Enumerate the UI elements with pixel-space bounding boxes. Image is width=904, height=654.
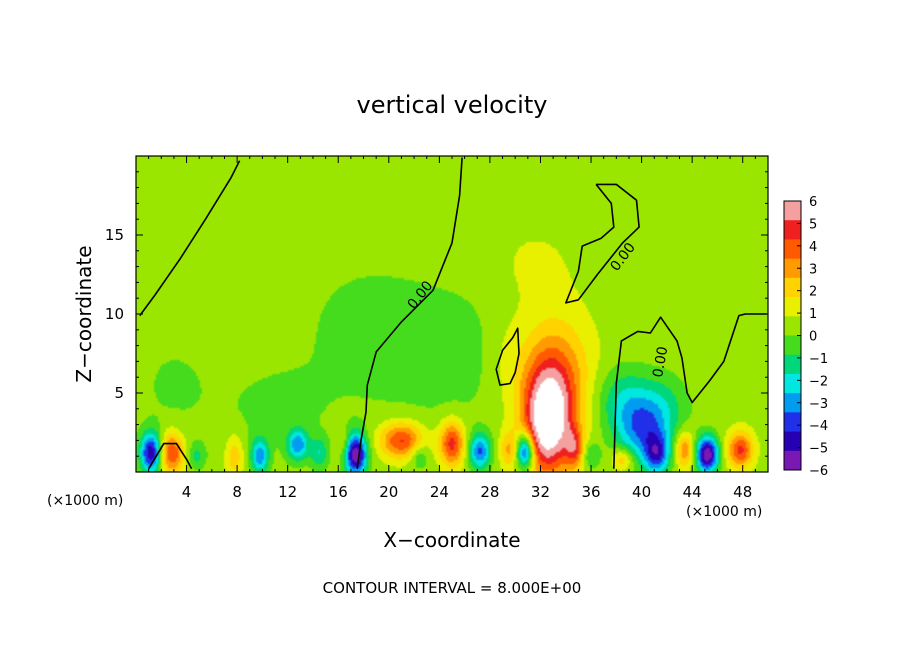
contour-loop [495,327,520,386]
contour-lower [147,442,193,470]
x-axis: 4 8 12 16 20 24 28 32 36 40 44 48 [148,156,756,501]
contour-mid [356,157,463,469]
colorbar-segment [784,201,801,221]
x-tick-label: 4 [182,483,192,501]
y-tick-label: 5 [114,384,124,402]
zero-contours [139,157,767,470]
colorbar-tick-label: 6 [809,195,817,210]
colorbar-segment [784,412,801,432]
colorbar-segment [784,393,801,413]
x-tick-label: 24 [430,483,449,501]
colorbar-segment [784,258,801,279]
colorbar-segment [784,335,801,356]
x-tick-label: 36 [581,483,600,501]
contour-interval-text: CONTOUR INTERVAL = 8.000E+00 [323,579,582,597]
x-tick-label: 16 [329,483,348,501]
y-tick-label: 10 [105,305,124,323]
plot-area: 0.00 0.00 0.00 [135,155,769,473]
colorbar-segment [784,297,801,317]
colorbar-tick-label: 1 [809,307,817,322]
colorbar-tick-label: 2 [809,285,817,300]
colorbar-tick-label: −4 [809,419,828,434]
colorbar-segment [784,316,801,336]
colorbar-segment [784,450,801,471]
colorbar-tick-label: 5 [809,217,817,232]
colorbar-tick-label: 3 [809,262,817,277]
x-tick-label: 28 [480,483,499,501]
y-axis: 5 10 15 [105,171,768,457]
colorbar-segment [784,220,801,240]
x-tick-label: 8 [232,483,242,501]
y-tick-label: 15 [105,226,124,244]
colorbar-tick-label: −6 [809,464,828,479]
colorbar-segment [784,354,801,375]
contour-label: 0.00 [650,345,671,378]
colorbar-tick-label: −2 [809,374,828,389]
x-tick-label: 44 [683,483,702,501]
contour-right [613,313,767,469]
chart-title: vertical velocity [357,91,548,119]
x-tick-label: 48 [733,483,752,501]
x-tick-label: 32 [531,483,550,501]
colorbar-tick-label: 0 [809,330,817,345]
x-unit-right: (×1000 m) [686,504,762,520]
colorbar-segment [784,277,801,298]
x-axis-label: X−coordinate [383,528,520,552]
velocity-field [136,156,768,472]
x-unit-left: (×1000 m) [47,493,123,509]
colorbar-tick-label: 4 [809,240,817,255]
colorbar: 6 5 4 3 2 1 0 −1 −2 −3 −4 −5 −6 [783,195,828,479]
contour-left [139,160,241,317]
x-tick-label: 40 [632,483,651,501]
y-axis-label: Z−coordinate [72,245,96,382]
colorbar-tick-label: −1 [809,352,828,367]
colorbar-tick-label: −3 [809,397,828,412]
x-tick-label: 20 [379,483,398,501]
x-tick-label: 12 [278,483,297,501]
colorbar-segment [784,431,801,452]
colorbar-tick-label: −5 [809,442,828,457]
colorbar-segment [784,373,801,394]
contour-top-right [564,183,640,304]
colorbar-segment [784,239,801,260]
